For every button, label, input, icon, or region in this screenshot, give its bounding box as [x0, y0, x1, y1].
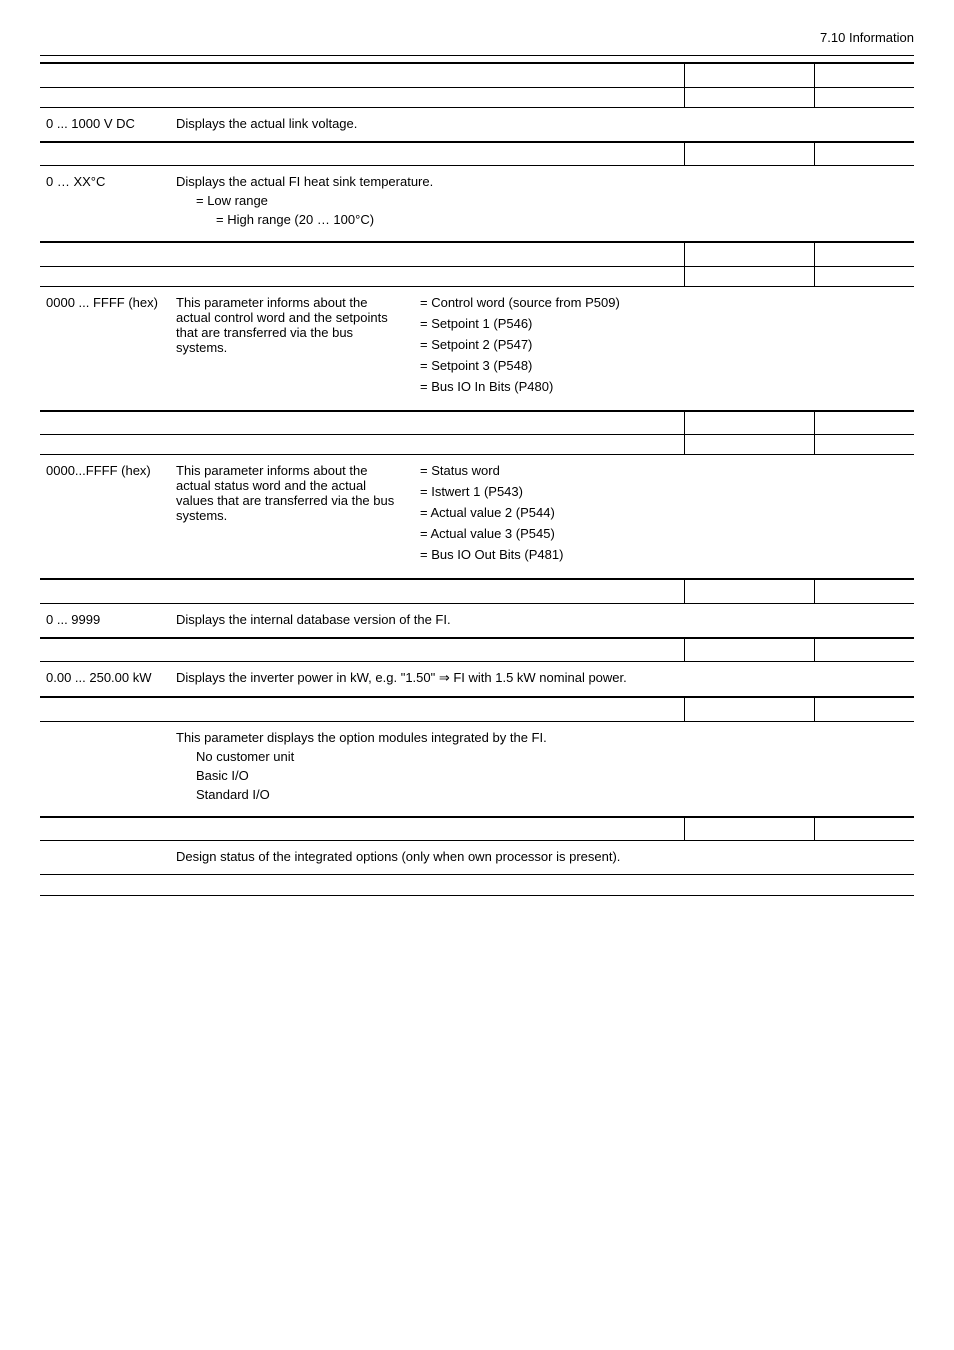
- param-desc: Displays the actual FI heat sink tempera…: [170, 166, 914, 243]
- param-desc: This parameter informs about the actual …: [170, 455, 914, 580]
- param-body-row: 0 ... 1000 V DC Displays the actual link…: [40, 107, 914, 142]
- param-subheader-row: [40, 87, 914, 107]
- param-desc: Design status of the integrated options …: [170, 841, 914, 875]
- param-range: 0000...FFFF (hex): [40, 455, 170, 580]
- top-rule: [40, 55, 914, 56]
- param-body-row: 0000...FFFF (hex) This parameter informs…: [40, 455, 914, 580]
- param-body-row: Design status of the integrated options …: [40, 841, 914, 875]
- section-header: 7.10 Information: [40, 30, 914, 45]
- param-range: 0000 ... FFFF (hex): [40, 286, 170, 411]
- section-title: 7.10 Information: [820, 30, 914, 45]
- param-lines: No customer unit Basic I/O Standard I/O: [196, 749, 908, 802]
- param-range: 0 ... 1000 V DC: [40, 107, 170, 142]
- param-value-list: = Control word (source from P509) = Setp…: [420, 295, 908, 400]
- param-range: 0 ... 9999: [40, 603, 170, 638]
- param-desc: Displays the actual link voltage.: [170, 107, 914, 142]
- param-body-row: 0 ... 9999 Displays the internal databas…: [40, 603, 914, 638]
- param-header-row: [40, 63, 914, 87]
- param-body-row: This parameter displays the option modul…: [40, 721, 914, 817]
- param-desc: This parameter displays the option modul…: [170, 721, 914, 817]
- param-body-row: 0 … XX°C Displays the actual FI heat sin…: [40, 166, 914, 243]
- param-desc: This parameter informs about the actual …: [170, 286, 914, 411]
- footer-rule: [40, 895, 914, 896]
- param-value-list: = Status word = Istwert 1 (P543) = Actua…: [420, 463, 908, 568]
- param-body-row: 0.00 ... 250.00 kW Displays the inverter…: [40, 662, 914, 698]
- param-desc: Displays the inverter power in kW, e.g. …: [170, 662, 914, 698]
- param-body-row: 0000 ... FFFF (hex) This parameter infor…: [40, 286, 914, 411]
- param-range: 0.00 ... 250.00 kW: [40, 662, 170, 698]
- param-desc: Displays the internal database version o…: [170, 603, 914, 638]
- parameter-table: 0 ... 1000 V DC Displays the actual link…: [40, 62, 914, 883]
- param-range: 0 … XX°C: [40, 166, 170, 243]
- param-lines: = Low range = High range (20 … 100°C): [196, 193, 908, 227]
